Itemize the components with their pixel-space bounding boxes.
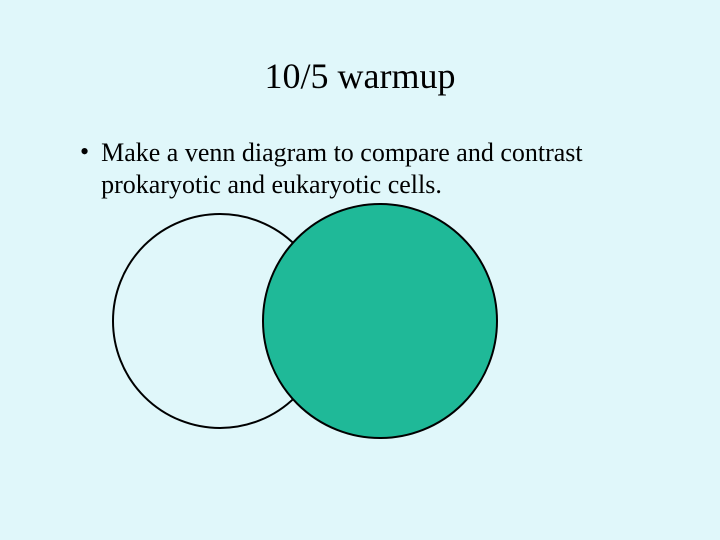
bullet-item: • Make a venn diagram to compare and con… [70,137,650,201]
bullet-list: • Make a venn diagram to compare and con… [0,97,720,201]
venn-circle-right [262,203,498,439]
bullet-dot-icon: • [80,137,89,167]
venn-diagram [0,201,720,501]
bullet-text: Make a venn diagram to compare and contr… [101,137,650,201]
slide-title: 10/5 warmup [0,0,720,97]
